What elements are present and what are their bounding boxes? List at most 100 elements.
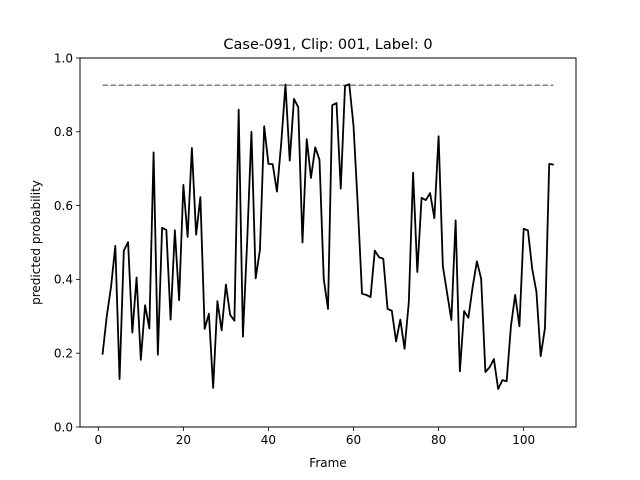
data-point (506, 380, 508, 382)
x-tick-label: 20 (176, 433, 191, 447)
data-point (357, 205, 359, 207)
data-point (187, 236, 189, 238)
data-point (289, 159, 291, 162)
data-point (127, 241, 129, 243)
data-point (514, 294, 516, 296)
data-point (501, 379, 504, 381)
data-point (174, 229, 176, 231)
data-point (408, 301, 410, 303)
data-point (335, 102, 338, 104)
data-point (114, 245, 116, 247)
data-point (412, 172, 414, 174)
data-point (191, 147, 193, 149)
y-axis-label: predicted probability (29, 180, 43, 305)
data-point (340, 188, 342, 190)
data-point (246, 240, 248, 242)
data-point (259, 249, 261, 251)
data-point (476, 260, 478, 262)
data-point (199, 196, 201, 198)
data-point (450, 319, 452, 321)
x-tick-label: 100 (512, 433, 535, 447)
data-point (489, 366, 491, 368)
data-point (140, 359, 142, 361)
data-point (484, 371, 486, 373)
data-point (438, 135, 440, 137)
data-point (327, 308, 329, 310)
data-point (480, 278, 482, 280)
data-point (250, 131, 253, 133)
data-point (267, 163, 270, 165)
data-point (497, 388, 499, 390)
data-point (425, 199, 427, 201)
data-point (540, 355, 542, 357)
data-point (352, 125, 355, 127)
data-point (182, 184, 184, 186)
data-point (391, 310, 393, 312)
data-point (378, 256, 380, 258)
data-point (229, 314, 231, 316)
x-tick-label: 0 (94, 433, 102, 447)
data-point (459, 370, 461, 372)
data-point (148, 327, 150, 330)
data-point (463, 310, 465, 312)
data-point (535, 291, 538, 293)
data-point (293, 98, 295, 100)
data-point (157, 354, 159, 356)
y-tick-label: 0.6 (54, 199, 73, 213)
data-point (233, 320, 236, 322)
data-point (301, 241, 304, 244)
data-point (297, 106, 299, 108)
data-point (170, 319, 172, 321)
data-point (395, 340, 397, 342)
data-point (144, 304, 146, 306)
data-point (314, 146, 316, 148)
data-point (280, 142, 282, 144)
data-point (331, 104, 333, 106)
data-point (165, 229, 167, 231)
data-point (433, 217, 435, 219)
data-point (225, 283, 227, 286)
data-point (386, 308, 389, 310)
data-point (323, 278, 325, 280)
y-tick-label: 0.0 (54, 420, 73, 434)
y-tick-label: 0.8 (54, 125, 73, 139)
data-point (255, 277, 257, 279)
x-axis: 0 20 40 60 80 100 (94, 427, 535, 447)
data-point (416, 271, 418, 273)
x-tick-label: 80 (431, 433, 446, 447)
data-point (118, 378, 121, 380)
data-point (306, 138, 308, 140)
data-point (131, 331, 133, 334)
data-point (403, 348, 406, 350)
y-axis: 0.0 0.2 0.4 0.6 0.8 1.0 (54, 51, 80, 434)
plot-area (101, 83, 555, 390)
data-point (272, 163, 274, 165)
data-point (123, 250, 125, 252)
data-point (276, 190, 278, 193)
data-point (369, 296, 372, 298)
data-point (152, 151, 155, 154)
data-point (110, 286, 112, 288)
data-point (161, 227, 163, 229)
y-tick-label: 0.4 (54, 273, 73, 287)
axes-frame (79, 57, 577, 428)
data-point (420, 197, 423, 199)
x-axis-label: Frame (309, 456, 346, 470)
data-point (238, 109, 240, 111)
data-point (510, 325, 512, 327)
data-point (382, 258, 384, 260)
data-point (284, 83, 287, 86)
data-point (135, 276, 138, 279)
y-tick-label: 0.2 (54, 347, 73, 361)
data-point (527, 229, 529, 231)
y-tick-label: 1.0 (54, 51, 73, 65)
data-point (310, 177, 312, 179)
data-point (399, 319, 401, 321)
data-point (106, 315, 108, 317)
data-point (101, 353, 104, 355)
data-point (221, 329, 223, 331)
data-point (531, 268, 533, 270)
data-point (178, 299, 180, 301)
data-point (263, 125, 265, 127)
